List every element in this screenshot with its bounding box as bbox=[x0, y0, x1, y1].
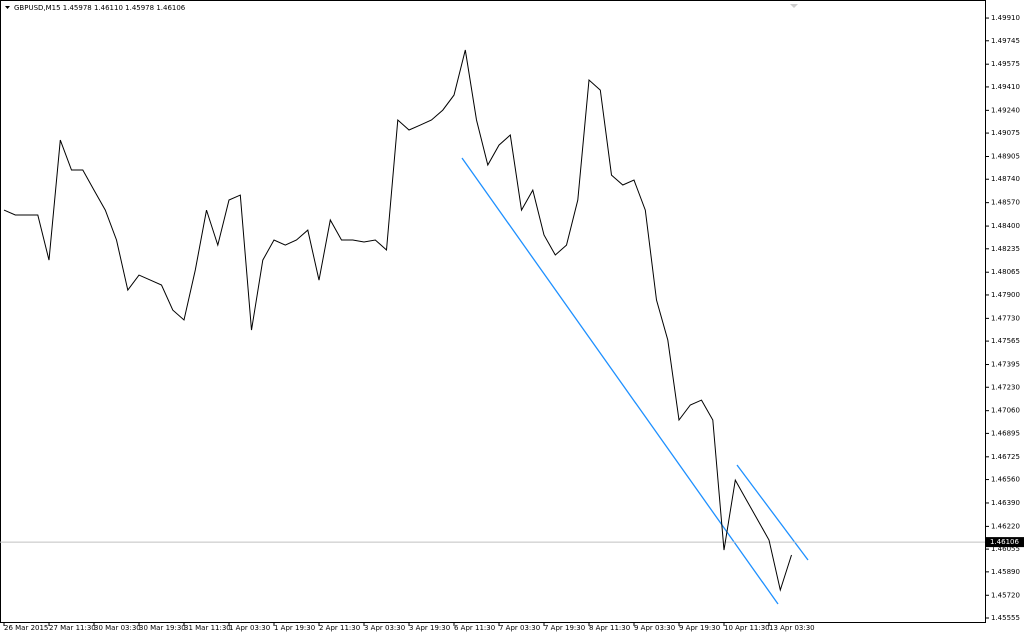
x-tick-label: 6 Apr 11:30 bbox=[454, 624, 495, 632]
x-tick-label: 1 Apr 19:30 bbox=[274, 624, 315, 632]
x-tick-label: 7 Apr 19:30 bbox=[544, 624, 585, 632]
y-tick-label: 1.47730 bbox=[991, 314, 1020, 322]
chart-title: GBPUSD,M15 1.45978 1.46110 1.45978 1.461… bbox=[14, 4, 186, 12]
x-tick-label: 10 Apr 11:30 bbox=[724, 624, 770, 632]
y-tick-label: 1.48570 bbox=[991, 199, 1020, 207]
y-tick-label: 1.48235 bbox=[991, 245, 1020, 253]
y-tick-label: 1.48065 bbox=[991, 268, 1020, 276]
y-tick-label: 1.49745 bbox=[991, 37, 1020, 45]
y-tick-label: 1.45890 bbox=[991, 568, 1020, 576]
x-tick-label: 7 Apr 03:30 bbox=[499, 624, 540, 632]
x-tick-label: 26 Mar 2015 bbox=[4, 624, 48, 632]
current-price-label: 1.46106 bbox=[990, 538, 1019, 546]
plot-frame bbox=[0, 0, 986, 623]
x-tick-label: 9 Apr 03:30 bbox=[634, 624, 675, 632]
y-tick-label: 1.47565 bbox=[991, 337, 1020, 345]
x-tick-label: 30 Mar 19:30 bbox=[139, 624, 186, 632]
y-tick-label: 1.46390 bbox=[991, 499, 1020, 507]
x-tick-label: 9 Apr 19:30 bbox=[679, 624, 720, 632]
y-tick-label: 1.46895 bbox=[991, 429, 1020, 437]
y-tick-label: 1.48400 bbox=[991, 222, 1020, 230]
y-tick-label: 1.49240 bbox=[991, 106, 1020, 114]
x-tick-label: 13 Apr 03:30 bbox=[769, 624, 815, 632]
trend-line[interactable] bbox=[736, 464, 809, 561]
y-tick-label: 1.47395 bbox=[991, 361, 1020, 369]
menu-arrow[interactable] bbox=[5, 6, 10, 9]
current-price-box bbox=[986, 537, 1024, 548]
x-tick-label: 3 Apr 03:30 bbox=[364, 624, 405, 632]
y-tick-label: 1.45720 bbox=[991, 591, 1020, 599]
shift-marker bbox=[790, 4, 798, 8]
y-tick-label: 1.46725 bbox=[991, 453, 1020, 461]
x-tick-label: 2 Apr 11:30 bbox=[319, 624, 360, 632]
y-tick-label: 1.48740 bbox=[991, 175, 1020, 183]
x-tick-label: 3 Apr 19:30 bbox=[409, 624, 450, 632]
y-tick-label: 1.49575 bbox=[991, 60, 1020, 68]
y-tick-label: 1.47230 bbox=[991, 383, 1020, 391]
trend-line[interactable] bbox=[461, 157, 779, 605]
y-tick-label: 1.46055 bbox=[991, 545, 1020, 553]
y-tick-label: 1.46220 bbox=[991, 522, 1020, 530]
y-tick-label: 1.46560 bbox=[991, 476, 1020, 484]
y-tick-label: 1.49410 bbox=[991, 83, 1020, 91]
y-tick-label: 1.47060 bbox=[991, 407, 1020, 415]
price-line bbox=[3, 49, 792, 592]
x-tick-label: 27 Mar 11:30 bbox=[49, 624, 96, 632]
x-tick-label: 31 Mar 11:30 bbox=[184, 624, 231, 632]
y-tick-label: 1.45555 bbox=[991, 614, 1020, 622]
y-tick-label: 1.47900 bbox=[991, 291, 1020, 299]
y-tick-label: 1.48905 bbox=[991, 152, 1020, 160]
y-tick-label: 1.49910 bbox=[991, 14, 1020, 22]
y-tick-label: 1.49075 bbox=[991, 129, 1020, 137]
x-tick-label: 30 Mar 03:30 bbox=[94, 624, 141, 632]
x-tick-label: 1 Apr 03:30 bbox=[229, 624, 270, 632]
x-tick-label: 8 Apr 11:30 bbox=[589, 624, 630, 632]
